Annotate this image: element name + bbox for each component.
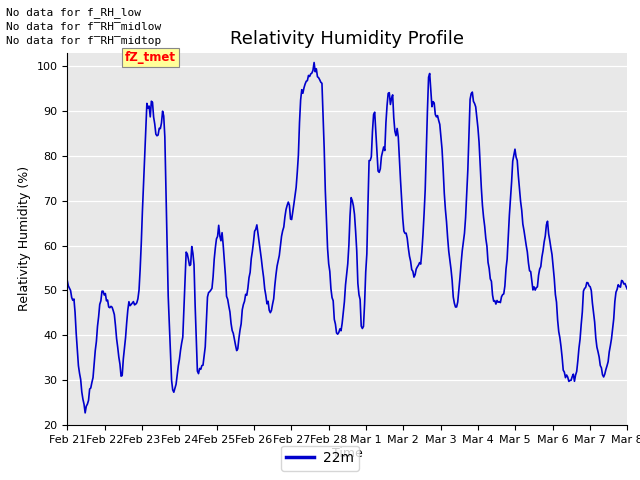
Text: fZ_tmet: fZ_tmet xyxy=(125,51,176,64)
Text: No data for f̅RH̅midlow: No data for f̅RH̅midlow xyxy=(6,22,162,32)
Text: No data for f̅RH̅midtop: No data for f̅RH̅midtop xyxy=(6,36,162,46)
Title: Relativity Humidity Profile: Relativity Humidity Profile xyxy=(230,30,464,48)
Legend: 22m: 22m xyxy=(281,445,359,471)
Text: No data for f_RH_low: No data for f_RH_low xyxy=(6,7,141,18)
X-axis label: Time: Time xyxy=(332,447,363,460)
Y-axis label: Relativity Humidity (%): Relativity Humidity (%) xyxy=(18,166,31,312)
